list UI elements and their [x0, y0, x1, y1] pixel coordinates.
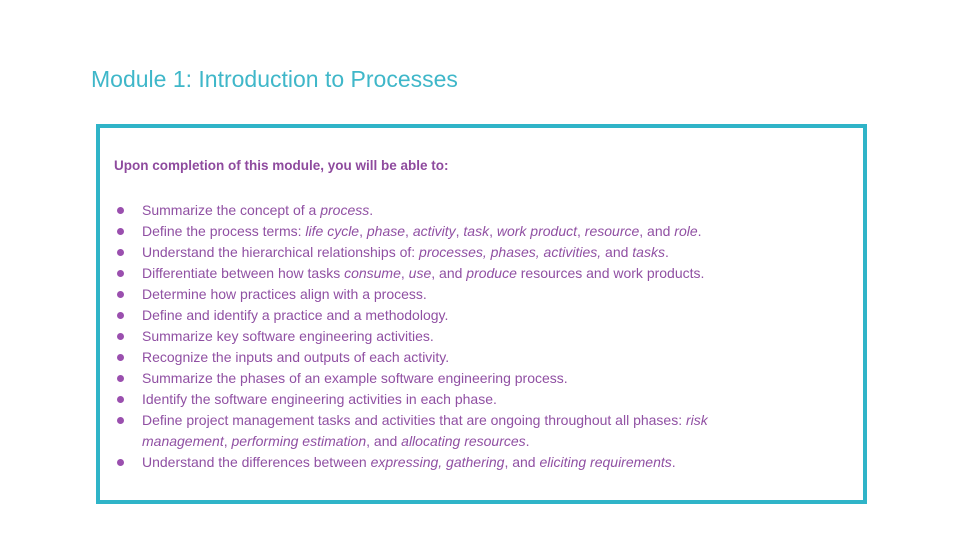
item-text: ,: [489, 223, 497, 239]
emphasized-term: produce: [466, 265, 517, 281]
objective-item: Determine how practices align with a pro…: [100, 284, 780, 305]
item-text: and: [601, 244, 633, 260]
item-text: Summarize the concept of a: [142, 202, 321, 218]
item-text: Identify the software engineering activi…: [142, 391, 497, 407]
objective-item: Define and identify a practice and a met…: [100, 305, 780, 326]
item-text: Summarize key software engineering activ…: [142, 328, 434, 344]
objective-item: Summarize key software engineering activ…: [100, 326, 780, 347]
item-text: .: [697, 223, 702, 239]
bullet: [117, 333, 124, 340]
bullet: [117, 228, 124, 235]
emphasized-term: performing estimation: [231, 433, 367, 449]
item-text: .: [525, 433, 530, 449]
item-text: Define project management tasks and acti…: [142, 412, 686, 428]
bullet: [117, 375, 124, 382]
objective-item: Understand the hierarchical relationship…: [100, 242, 780, 263]
bullet: [117, 291, 124, 298]
emphasized-term: eliciting requirements: [539, 454, 672, 470]
item-text: ,: [400, 265, 409, 281]
emphasized-term: tasks: [632, 244, 665, 260]
item-text: Determine how practices align with a pro…: [142, 286, 427, 302]
objectives-heading: Upon completion of this module, you will…: [114, 158, 449, 173]
emphasized-term: processes, phases, activities,: [419, 244, 602, 260]
emphasized-term: resource: [584, 223, 640, 239]
item-text: Understand the differences between: [142, 454, 371, 470]
bullet: [117, 249, 124, 256]
item-text: Recognize the inputs and outputs of each…: [142, 349, 450, 365]
bullet: [117, 270, 124, 277]
item-text: .: [671, 454, 676, 470]
item-text: ,: [405, 223, 413, 239]
item-text: ,: [223, 433, 232, 449]
objectives-list: Summarize the concept of a process. Defin…: [100, 200, 780, 473]
objective-item: Summarize the concept of a process.: [100, 200, 780, 221]
item-text: Summarize the phases of an example softw…: [142, 370, 568, 386]
item-text: , and: [639, 223, 675, 239]
emphasized-term: allocating resources: [401, 433, 526, 449]
item-text: , and: [431, 265, 467, 281]
item-text: Understand the hierarchical relationship…: [142, 244, 420, 260]
bullet: [117, 396, 124, 403]
emphasized-term: life cycle: [305, 223, 360, 239]
emphasized-term: use: [408, 265, 432, 281]
bullet: [117, 459, 124, 466]
objective-item: Identify the software engineering activi…: [100, 389, 780, 410]
emphasized-term: expressing, gathering: [370, 454, 505, 470]
item-text: .: [369, 202, 374, 218]
emphasized-term: work product: [496, 223, 578, 239]
emphasized-term: process: [320, 202, 370, 218]
item-text: Define the process terms:: [142, 223, 306, 239]
objective-item: Understand the differences between expre…: [100, 452, 780, 473]
emphasized-term: consume: [344, 265, 401, 281]
emphasized-term: role: [674, 223, 698, 239]
item-text: ,: [577, 223, 585, 239]
bullet: [117, 354, 124, 361]
item-text: Differentiate between how tasks: [142, 265, 345, 281]
objective-item: Define the process terms: life cycle, ph…: [100, 221, 780, 242]
item-text: resources and work products.: [516, 265, 705, 281]
objective-item: Differentiate between how tasks consume,…: [100, 263, 780, 284]
item-text: ,: [359, 223, 367, 239]
item-text: Define and identify a practice and a met…: [142, 307, 449, 323]
module-title: Module 1: Introduction to Processes: [91, 66, 458, 92]
item-text: , and: [366, 433, 402, 449]
emphasized-term: risk management: [142, 412, 708, 449]
item-text: .: [664, 244, 669, 260]
objective-item: Recognize the inputs and outputs of each…: [100, 347, 780, 368]
bullet: [117, 417, 124, 424]
bullet: [117, 207, 124, 214]
item-text: , and: [504, 454, 540, 470]
item-text: ,: [455, 223, 464, 239]
objective-item: Define project management tasks and acti…: [100, 410, 780, 452]
objectives-box: Upon completion of this module, you will…: [96, 124, 867, 504]
emphasized-term: activity: [412, 223, 456, 239]
emphasized-term: task: [463, 223, 490, 239]
emphasized-term: phase: [366, 223, 406, 239]
objective-item: Summarize the phases of an example softw…: [100, 368, 780, 389]
bullet: [117, 312, 124, 319]
